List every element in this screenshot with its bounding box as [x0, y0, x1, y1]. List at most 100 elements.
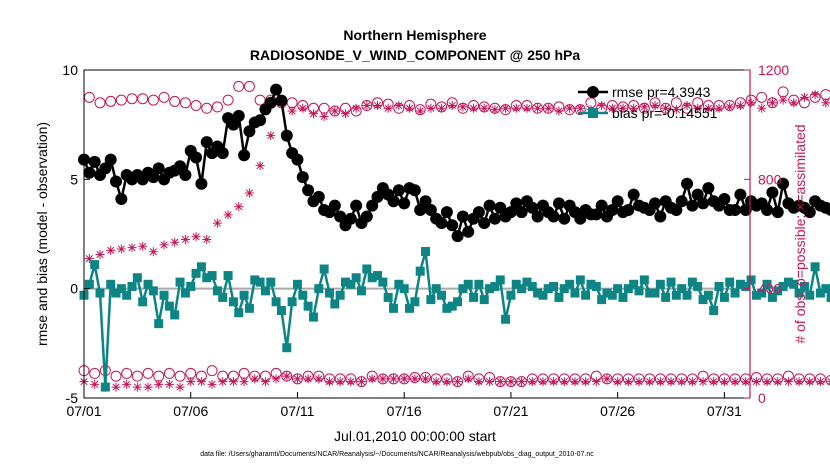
obs-assimilated-point [292, 374, 302, 384]
obs-possible-point [542, 102, 554, 114]
bias-point [591, 281, 601, 291]
bias-point [698, 295, 708, 305]
obs-possible-point [201, 102, 213, 114]
obs-assimilated-point [517, 377, 527, 387]
bias-point [399, 284, 409, 294]
obs-assimilated-point [95, 250, 105, 259]
bias-point [645, 288, 655, 298]
obs-possible-point [179, 97, 191, 109]
obs-assimilated-point [613, 377, 623, 387]
bias-point [324, 288, 334, 298]
obs-assimilated-point [426, 103, 436, 113]
bias-point [431, 284, 441, 294]
obs-possible-point [361, 100, 373, 112]
obs-assimilated-point [554, 106, 564, 116]
obs-assimilated-point [634, 377, 644, 387]
right-axis: 0 400 800 1200 [744, 62, 789, 406]
bias-point [154, 319, 164, 329]
bias-point [191, 268, 201, 278]
bias-point [789, 279, 799, 289]
bias-point [634, 286, 644, 296]
rmse-point [104, 153, 117, 166]
bias-point [223, 271, 233, 281]
rmse-point [344, 212, 357, 225]
obs-possible-point [94, 97, 106, 109]
bias-point [511, 279, 521, 289]
rmse-point [275, 94, 288, 107]
rmse-point [510, 197, 523, 210]
rmse-point [190, 151, 203, 164]
obs-possible-point [169, 95, 181, 107]
obs-assimilated-point [212, 218, 222, 228]
obs-possible-point [398, 373, 410, 385]
y-right-tick-label: 0 [758, 390, 766, 406]
obs-possible-point [206, 365, 218, 377]
obs-assimilated-point [533, 103, 543, 113]
obs-assimilated-point [308, 109, 318, 119]
bias-point [164, 301, 174, 311]
obs-assimilated-point [522, 103, 532, 113]
rmse-point [697, 197, 710, 210]
bias-point [250, 275, 260, 285]
rmse-point [88, 155, 101, 168]
obs-possible-point [356, 376, 367, 388]
bias-point [533, 288, 543, 298]
obs-assimilated-point [122, 379, 132, 389]
obs-possible-point [137, 93, 149, 105]
bias-point [175, 277, 185, 287]
x-axis: 07/01 07/06 07/11 07/16 07/21 07/26 07/31 [66, 392, 742, 419]
rmse-point [622, 203, 635, 216]
rmse-point [590, 208, 603, 221]
bias-point [757, 288, 767, 298]
obs-assimilated-point [170, 237, 180, 247]
obs-possible-point [126, 93, 138, 105]
obs-possible-point [211, 101, 223, 113]
bias-point [373, 271, 383, 281]
bias-point [453, 297, 463, 307]
bias-point [762, 279, 772, 289]
rmse-point [478, 217, 491, 230]
obs-assimilated-point [116, 244, 126, 254]
obs-possible-point [190, 100, 202, 112]
bias-point [746, 275, 756, 285]
obs-possible-point [142, 367, 154, 379]
rmse-point [435, 217, 448, 230]
obs-possible-point [83, 91, 95, 103]
y-tick-label: 0 [70, 281, 78, 297]
obs-assimilated-point [767, 98, 777, 108]
obs-assimilated-point [479, 103, 489, 113]
rmse-point [739, 203, 752, 216]
obs-assimilated-point [623, 377, 633, 387]
bias-point [255, 277, 265, 287]
bias-point [709, 306, 719, 316]
rmse-point [462, 225, 475, 238]
rmse-point [115, 193, 128, 206]
obs-assimilated-point [244, 188, 254, 198]
obs-assimilated-point [405, 103, 415, 113]
obs-assimilated-point [453, 377, 463, 387]
obs-assimilated-point [340, 109, 350, 119]
obs-possible-point [494, 376, 506, 388]
bias-point [543, 284, 553, 294]
bias-point [565, 279, 575, 289]
bias-point [212, 286, 222, 296]
rmse-point [702, 182, 715, 195]
rmse-point [488, 212, 501, 225]
obs-assimilated-point [735, 101, 745, 111]
bias-point [666, 277, 676, 287]
obs-possible-point [388, 373, 400, 385]
bias-point [613, 284, 623, 294]
bias-point [266, 277, 276, 287]
bias-point [778, 281, 788, 291]
bias-point [479, 295, 489, 305]
bias-point [661, 292, 671, 302]
rmse-point [825, 204, 830, 216]
bias-point [671, 290, 681, 300]
bias-point [469, 292, 479, 302]
obs-assimilated-point [255, 161, 265, 171]
obs-assimilated-point [266, 131, 276, 141]
bias-point [602, 288, 612, 298]
obs-possible-point [660, 102, 672, 114]
obs-assimilated-point [821, 98, 830, 108]
